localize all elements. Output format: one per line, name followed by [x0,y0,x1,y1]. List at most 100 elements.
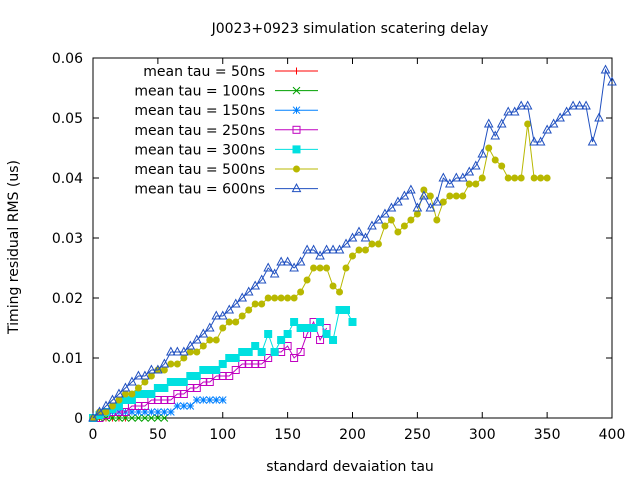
data-point [88,412,98,422]
legend-label: mean tau = 100ns [134,84,265,100]
data-point [276,256,286,266]
data-point [153,384,162,392]
series-line [93,320,328,419]
data-point [238,312,246,320]
legend-marker [292,145,301,154]
y-axis-label: Timing residual RMS (us) [6,160,22,335]
data-point [386,202,397,212]
data-point [600,64,611,74]
legend-item: mean tau = 500ns [134,162,318,178]
data-point [127,396,136,404]
data-point [465,180,473,188]
data-point [205,378,214,386]
data-point [316,264,324,272]
data-point [264,294,272,302]
data-point [245,306,253,314]
data-point [420,186,428,194]
data-point [224,304,235,314]
data-point [393,196,403,206]
data-point [336,288,344,296]
data-point [94,406,105,416]
data-point [432,196,442,206]
data-point [310,264,318,272]
data-point [120,382,131,392]
data-point [284,294,292,302]
data-point [192,372,201,380]
data-point [166,408,175,416]
legend-label: mean tau = 500ns [134,162,265,178]
data-point [341,238,351,248]
data-point [503,106,514,116]
data-point [419,190,429,200]
data-point [360,232,371,242]
data-point [127,376,137,386]
data-point [264,330,273,338]
data-point [283,330,292,338]
data-point [198,328,209,338]
data-point [211,310,222,320]
data-point [251,300,259,308]
data-point [121,408,130,416]
legend-item: mean tau = 600ns [134,182,318,198]
legend-item: mean tau = 150ns [134,103,318,119]
data-point [271,294,279,302]
legend-label: mean tau = 150ns [134,103,265,119]
data-point [470,160,481,170]
data-point [594,112,604,122]
data-point [251,360,260,368]
data-point [141,378,149,386]
data-point [225,318,233,326]
data-point [380,208,390,218]
data-point [472,180,480,188]
data-point [219,324,227,332]
y-tick-label: 0.01 [52,351,83,367]
data-point [186,348,194,356]
data-point [530,174,538,182]
data-point [206,336,214,344]
data-point [451,172,462,182]
data-point [491,156,499,164]
data-point [296,324,305,332]
data-point [128,408,136,416]
data-point [173,390,182,398]
data-point [166,346,176,356]
data-point [269,268,280,278]
data-point [321,244,332,254]
data-point [302,244,312,254]
data-point [134,384,142,392]
data-point [264,354,273,362]
data-point [444,178,455,188]
data-point [101,400,111,410]
legend-label: mean tau = 300ns [134,142,265,158]
data-point [173,360,181,368]
data-point [147,408,156,416]
data-point [244,360,253,368]
data-point [173,402,182,410]
legend-marker [292,106,301,115]
data-point [153,396,162,404]
data-point [290,294,298,302]
legend-item: mean tau = 250ns [134,123,318,139]
data-point [159,358,170,368]
data-point [478,174,486,182]
data-point [121,390,129,398]
legend-item: mean tau = 50ns [143,64,318,80]
data-point [399,190,410,200]
x-tick-label: 300 [469,427,496,443]
data-point [128,390,136,398]
data-point [524,120,532,128]
data-point [238,360,247,368]
data-point [147,414,156,422]
data-point [464,166,475,176]
data-point [140,390,149,398]
legend-label: mean tau = 250ns [134,123,265,139]
data-point [147,372,155,380]
series-5 [89,306,357,422]
data-point [192,384,201,392]
data-point [205,366,214,374]
data-point [243,286,254,296]
data-point [537,174,545,182]
data-point [251,342,260,350]
data-point [199,342,207,350]
data-point [542,124,552,134]
